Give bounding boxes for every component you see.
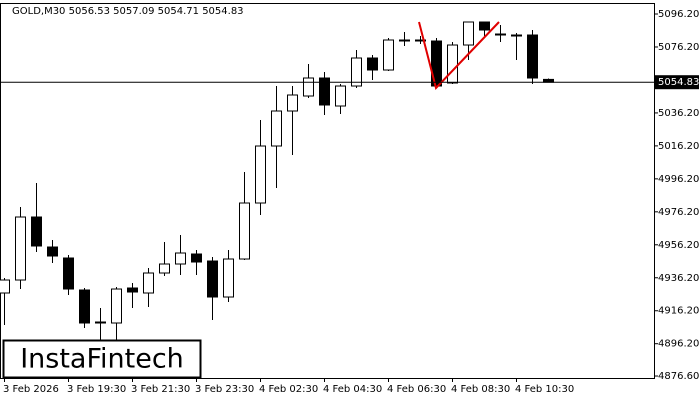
- last-price-label: 5054.83: [658, 77, 699, 88]
- candle-body: [111, 288, 122, 324]
- candle-body: [127, 287, 138, 293]
- y-tick-label: 4996.20: [658, 174, 699, 185]
- candle-body: [159, 263, 170, 274]
- y-tick-label: 4876.60: [658, 371, 699, 382]
- candle-body: [47, 246, 58, 257]
- candle-body: [415, 39, 426, 42]
- candle-body: [527, 34, 538, 79]
- candle-body: [15, 216, 26, 281]
- y-tick-label: 5036.20: [658, 108, 699, 119]
- candle-body: [399, 39, 410, 42]
- y-tick-label: 4956.20: [658, 240, 699, 251]
- candle-body: [63, 257, 74, 290]
- candle-body: [271, 110, 282, 147]
- x-tick-label: 4 Feb 08:30: [451, 384, 510, 395]
- candle-body: [287, 94, 298, 112]
- last-price-box: [655, 75, 699, 90]
- candles: [0, 21, 554, 341]
- candle-body: [143, 272, 154, 294]
- y-tick-label: 4936.20: [658, 273, 699, 284]
- candle-body: [303, 77, 314, 97]
- candle-body: [335, 85, 346, 107]
- chart-title: GOLD,M30 5056.53 5057.09 5054.71 5054.83: [12, 6, 244, 17]
- watermark: InstaFintech: [20, 344, 184, 375]
- candle-body: [383, 39, 394, 71]
- x-tick-label: 4 Feb 02:30: [259, 384, 318, 395]
- candle-body: [255, 145, 266, 204]
- x-tick-label: 4 Feb 06:30: [387, 384, 446, 395]
- candle-body: [175, 252, 186, 265]
- candle-body: [367, 57, 378, 71]
- candle-body: [207, 260, 218, 298]
- candle-body: [0, 279, 10, 294]
- candle-body: [511, 34, 522, 37]
- x-tick-label: 3 Feb 21:30: [131, 384, 190, 395]
- x-tick-label: 4 Feb 10:30: [515, 384, 574, 395]
- candle-body: [191, 253, 202, 263]
- candle-body: [479, 21, 490, 31]
- candle-body: [495, 33, 506, 36]
- pattern-line: [418, 21, 500, 90]
- y-tick-label: 5016.20: [658, 141, 699, 152]
- candle-body: [95, 321, 106, 324]
- candle-body: [319, 77, 330, 106]
- x-tick-label: 3 Feb 19:30: [67, 384, 126, 395]
- y-tick-label: 4896.20: [658, 339, 699, 350]
- candle-body: [223, 258, 234, 298]
- y-tick-label: 5096.20: [658, 9, 699, 20]
- y-tick-label: 4976.20: [658, 207, 699, 218]
- candle-body: [351, 57, 362, 87]
- x-tick-label: 3 Feb 2026: [3, 384, 59, 395]
- y-tick-label: 5076.20: [658, 42, 699, 53]
- candle-body: [79, 289, 90, 324]
- plot-frame: [0, 3, 655, 379]
- candle-body: [463, 21, 474, 46]
- x-tick-label: 4 Feb 04:30: [323, 384, 382, 395]
- candle-body: [239, 202, 250, 260]
- watermark-box: [2, 339, 202, 379]
- y-tick-label: 4916.20: [658, 306, 699, 317]
- candle-body: [447, 44, 458, 84]
- x-tick-label: 3 Feb 23:30: [195, 384, 254, 395]
- candle-body: [31, 216, 42, 247]
